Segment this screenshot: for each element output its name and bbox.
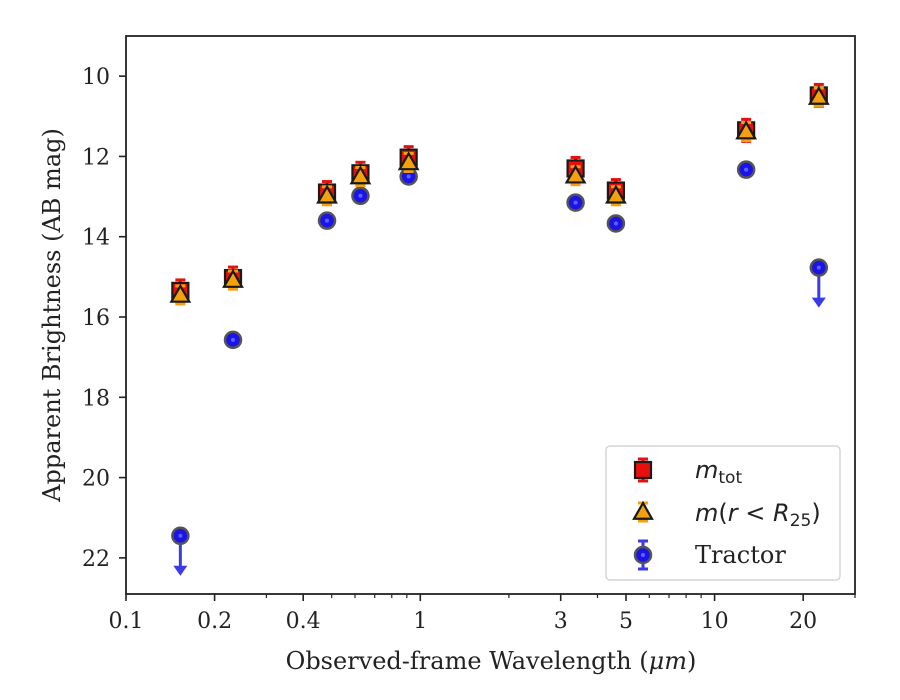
y-tick-label: 10 xyxy=(82,65,110,90)
data-point-mr25 xyxy=(222,268,244,288)
legend-box xyxy=(605,445,841,581)
series-mr25 xyxy=(169,85,830,306)
plot-area xyxy=(169,82,830,576)
data-point-mr25 xyxy=(349,165,372,185)
legend-entry-m-r25: m(r < R25) xyxy=(695,499,821,531)
data-point-mr25 xyxy=(316,184,338,204)
x-axis-label: Observed-frame Wavelength (μm) xyxy=(286,647,697,675)
x-tick-label: 20 xyxy=(789,609,817,634)
y-tick-label: 22 xyxy=(82,547,110,572)
y-axis: 10 12 14 16 18 20 22 xyxy=(82,65,126,572)
y-axis-label: Apparent Brightness (AB mag) xyxy=(38,128,66,503)
legend: mtot m(r < R25) Tractor xyxy=(605,445,841,581)
data-point-mr25 xyxy=(397,151,420,171)
data-point-mr25 xyxy=(735,120,758,140)
x-tick-label: 5 xyxy=(619,609,633,634)
y-tick-label: 14 xyxy=(82,226,110,251)
series-tractor xyxy=(171,160,829,576)
legend-entry-mtot: mtot xyxy=(695,456,742,488)
data-point-mr25 xyxy=(564,164,587,184)
x-tick-label: 10 xyxy=(701,609,729,634)
legend-marker-m-r25 xyxy=(632,500,654,520)
x-tick-label: 0.4 xyxy=(286,609,321,634)
y-tick-label: 20 xyxy=(82,467,110,492)
data-point-mr25 xyxy=(604,184,627,204)
y-tick-label: 12 xyxy=(82,145,110,170)
plot-frame xyxy=(125,35,856,595)
upper-limit-arrow xyxy=(811,297,826,308)
data-point-mr25 xyxy=(169,283,192,303)
x-axis: 0.1 0.2 0.4 1 3 5 10 20 xyxy=(109,594,856,634)
legend-entry-tractor: Tractor xyxy=(695,541,786,569)
legend-marker-mtot xyxy=(633,460,653,480)
upper-limit-arrow xyxy=(173,565,188,576)
y-tick-label: 18 xyxy=(82,386,110,411)
series-mtot xyxy=(171,82,828,304)
x-tick-label: 0.1 xyxy=(109,609,144,634)
x-tick-label: 0.2 xyxy=(197,609,232,634)
y-tick-label: 16 xyxy=(82,306,110,331)
x-tick-label: 3 xyxy=(554,609,568,634)
x-tick-label: 1 xyxy=(413,609,427,634)
data-point-mr25 xyxy=(807,85,830,105)
